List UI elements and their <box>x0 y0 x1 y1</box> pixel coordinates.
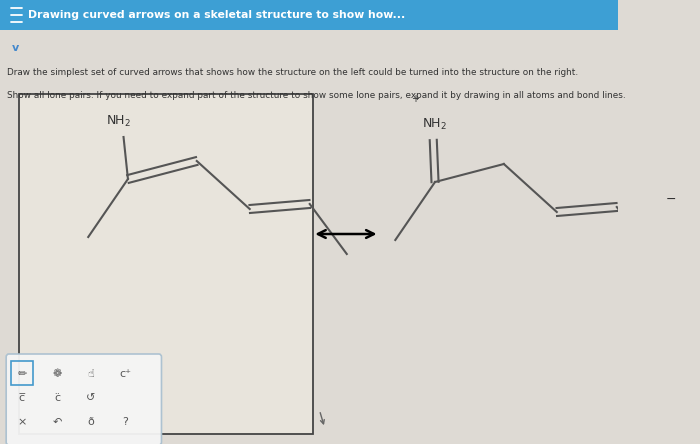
Text: ↶: ↶ <box>52 417 62 427</box>
Text: c⁺: c⁺ <box>119 369 132 379</box>
Bar <box>20 94 313 434</box>
Text: v: v <box>13 43 20 53</box>
Text: NH$_2$: NH$_2$ <box>422 117 447 132</box>
Text: ✏: ✏ <box>18 369 27 379</box>
Text: ð: ð <box>88 417 94 427</box>
Text: Drawing curved arrows on a skeletal structure to show how...: Drawing curved arrows on a skeletal stru… <box>28 10 405 20</box>
Text: Draw the simplest set of curved arrows that shows how the structure on the left : Draw the simplest set of curved arrows t… <box>7 67 578 77</box>
Text: +: + <box>411 94 419 104</box>
Text: ❁: ❁ <box>52 369 62 379</box>
Text: c̈: c̈ <box>55 393 60 403</box>
Text: NH$_2$: NH$_2$ <box>106 114 131 129</box>
Bar <box>0 0 617 30</box>
Text: −: − <box>665 193 676 206</box>
Text: ?: ? <box>122 417 128 427</box>
Text: ↺: ↺ <box>86 393 96 403</box>
Text: c̅: c̅ <box>19 393 25 403</box>
Text: Show all lone pairs. If you need to expand part of the structure to show some lo: Show all lone pairs. If you need to expa… <box>7 91 626 100</box>
Text: ☝: ☝ <box>88 369 94 379</box>
FancyBboxPatch shape <box>6 354 162 444</box>
Text: ×: × <box>18 417 27 427</box>
